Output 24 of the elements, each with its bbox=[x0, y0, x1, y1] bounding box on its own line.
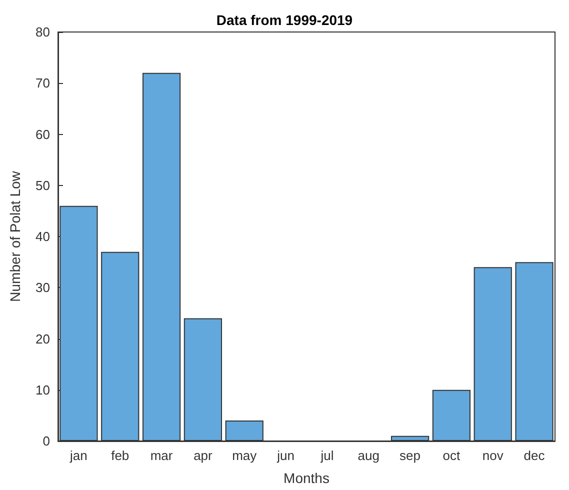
x-tick-label: aug bbox=[358, 448, 380, 463]
x-tick-label: oct bbox=[442, 448, 461, 463]
x-tick-label: mar bbox=[150, 448, 174, 463]
y-tick-label: 20 bbox=[36, 331, 50, 346]
x-tick-label: jul bbox=[320, 448, 334, 463]
x-axis-title: Months bbox=[284, 470, 330, 486]
x-tick-label: feb bbox=[111, 448, 130, 463]
y-tick-label: 40 bbox=[36, 229, 50, 244]
y-tick-label: 0 bbox=[42, 434, 50, 448]
x-tick-label: jan bbox=[69, 448, 88, 463]
x-tick-label: sep bbox=[400, 448, 421, 463]
y-axis-title: Number of Polat Low bbox=[7, 170, 23, 302]
y-tick-label: 30 bbox=[36, 280, 50, 296]
y-tick-label: 10 bbox=[36, 382, 50, 398]
y-tick-label: 60 bbox=[36, 126, 50, 142]
x-tick-label: dec bbox=[524, 448, 546, 463]
x-tick-label: may bbox=[232, 448, 258, 463]
y-tick-label: 70 bbox=[36, 76, 50, 91]
x-tick-label: jun bbox=[276, 448, 294, 463]
x-tick-label: apr bbox=[194, 448, 214, 463]
chart-title: Data from 1999-2019 bbox=[216, 12, 353, 28]
y-tick-label: 80 bbox=[36, 24, 50, 40]
y-tick-label: 50 bbox=[36, 178, 50, 193]
x-tick-label: nov bbox=[482, 448, 504, 463]
